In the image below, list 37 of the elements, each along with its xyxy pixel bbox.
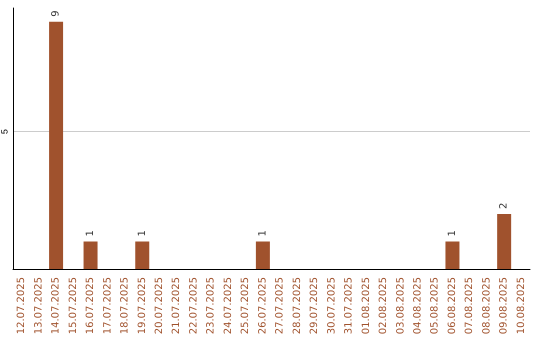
- x-tick-label: 27.07.2025: [274, 277, 286, 334]
- x-tick-label: 19.07.2025: [136, 277, 148, 334]
- x-tick-label: 30.07.2025: [326, 277, 338, 334]
- x-tick-label: 22.07.2025: [188, 277, 200, 334]
- x-tick-label: 21.07.2025: [171, 277, 182, 334]
- x-tick-label: 20.07.2025: [154, 277, 165, 334]
- x-tick-label: 08.08.2025: [481, 277, 492, 334]
- x-tick-label: 24.07.2025: [222, 277, 234, 334]
- data-label: 1: [136, 230, 148, 237]
- x-tick-label: 23.07.2025: [206, 277, 217, 334]
- x-tick-label: 17.07.2025: [102, 277, 114, 334]
- x-tick-label: 07.08.2025: [464, 277, 476, 334]
- x-tick-label: 05.08.2025: [430, 277, 441, 334]
- x-tick-label: 12.07.2025: [16, 277, 28, 334]
- x-tick-label: 16.07.2025: [85, 277, 96, 334]
- x-tick-label: 02.08.2025: [378, 277, 390, 334]
- x-tick-label: 10.08.2025: [516, 277, 527, 334]
- x-tick-label: 14.07.2025: [50, 277, 62, 334]
- x-tick-label: 01.08.2025: [360, 277, 372, 334]
- x-tick-label: 28.07.2025: [292, 277, 303, 334]
- data-label: 9: [50, 10, 62, 17]
- x-tick-label: 13.07.2025: [33, 277, 44, 334]
- y-tick-label: 5: [0, 129, 10, 134]
- x-tick-label: 25.07.2025: [240, 277, 252, 334]
- x-tick-label: 06.08.2025: [446, 277, 458, 334]
- x-tick-label: 18.07.2025: [120, 277, 131, 334]
- x-tick-label: 03.08.2025: [395, 277, 406, 334]
- x-tick-label: 31.07.2025: [344, 277, 355, 334]
- x-tick-label: 04.08.2025: [412, 277, 424, 334]
- data-label: 1: [257, 230, 268, 237]
- x-tick-label: 26.07.2025: [257, 277, 268, 334]
- x-tick-label: 29.07.2025: [309, 277, 320, 334]
- data-label: 1: [446, 230, 458, 237]
- x-tick-label: 09.08.2025: [498, 277, 510, 334]
- data-label: 2: [498, 202, 510, 210]
- x-tick-label: 15.07.2025: [68, 277, 79, 334]
- data-label: 1: [85, 230, 96, 237]
